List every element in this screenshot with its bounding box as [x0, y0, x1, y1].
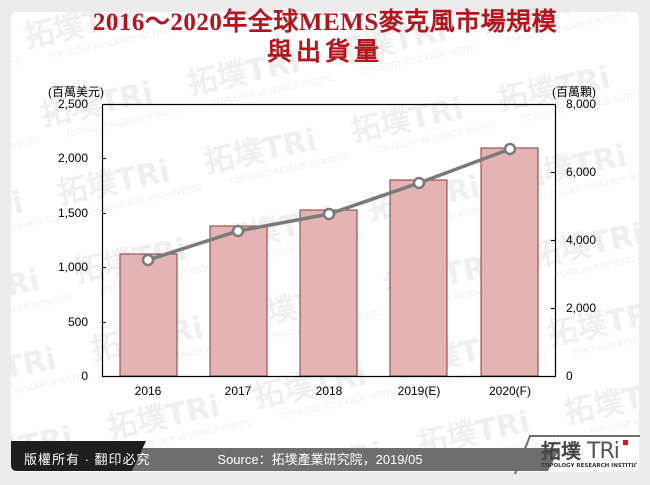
- svg-text:TOPOLOGY RESEARCH INSTITUTE: TOPOLOGY RESEARCH INSTITUTE: [541, 463, 637, 469]
- left-tick-label: 2,500: [57, 97, 88, 111]
- bar-2018: [299, 209, 358, 377]
- chart-title-line1: 2016～2020年全球MEMS麥克風市場規模: [92, 9, 558, 36]
- bar-2019: [389, 179, 448, 377]
- left-tick-label: 1,500: [57, 206, 88, 220]
- left-tick-label: 500: [67, 315, 88, 329]
- footer-bar: [11, 435, 640, 475]
- bar-2016: [119, 253, 178, 377]
- svg-text:TRi: TRi: [586, 439, 619, 464]
- chart-title-line2: 與出貨量: [266, 39, 383, 66]
- svg-text:拓墣: 拓墣: [541, 439, 582, 463]
- marker-2017: [231, 224, 245, 238]
- right-tick-label: 4,000: [566, 233, 597, 247]
- x-label-2016: 2016: [134, 384, 162, 398]
- line-markers: [141, 142, 517, 267]
- marker-2019: [412, 176, 426, 190]
- x-label-2020: 2020(F): [488, 384, 532, 398]
- x-label-2017: 2017: [224, 384, 252, 398]
- left-tick-label: 1,000: [57, 260, 88, 274]
- bar-series: [119, 147, 539, 377]
- left-tick-label: 0: [81, 369, 88, 383]
- bar-2017: [209, 225, 268, 377]
- left-tick-label: 2,000: [57, 151, 88, 165]
- right-tick-label: 0: [566, 369, 573, 383]
- marker-2016: [141, 253, 155, 267]
- left-axis-unit: (百萬美元): [48, 85, 104, 99]
- right-axis-unit: (百萬顆): [552, 85, 596, 99]
- x-label-2019: 2019(E): [397, 384, 441, 398]
- marker-2020: [503, 142, 517, 156]
- right-tick-label: 6,000: [566, 165, 597, 179]
- tri-logo-mark: 拓墣 TRi TOPOLOGY RESEARCH INSTITUTE: [541, 439, 644, 469]
- x-label-2018: 2018: [315, 384, 343, 398]
- axis-ticks: [102, 158, 556, 323]
- right-tick-label: 2,000: [566, 301, 597, 315]
- chart-title: 2016～2020年全球MEMS麥克風市場規模 與出貨量: [0, 8, 650, 68]
- tri-logo: 拓墣 TRi TOPOLOGY RESEARCH INSTITUTE: [537, 436, 644, 470]
- right-tick-label: 8,000: [566, 97, 597, 111]
- copyright-notice: 版權所有 · 翻印必究: [24, 452, 151, 467]
- marker-2018: [322, 207, 336, 221]
- source-note: Source：拓墣產業研究院，2019/05: [217, 452, 423, 467]
- bar-2020: [480, 147, 539, 377]
